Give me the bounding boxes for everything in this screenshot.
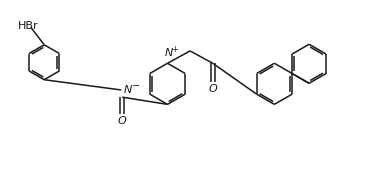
Text: −: −: [132, 81, 140, 91]
Text: O: O: [118, 116, 126, 126]
Text: +: +: [171, 45, 178, 54]
Text: N: N: [164, 48, 173, 58]
Text: O: O: [208, 84, 217, 94]
Text: HBr: HBr: [17, 21, 38, 31]
Text: N: N: [123, 85, 132, 95]
